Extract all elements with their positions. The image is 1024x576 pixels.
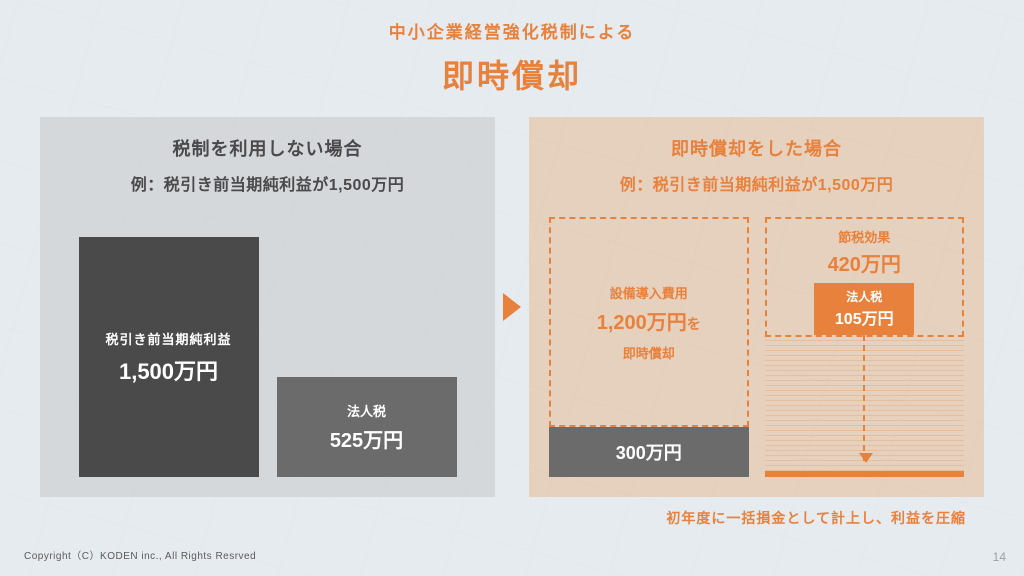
subtitle: 中小企業経営強化税制による xyxy=(0,18,1024,43)
arrow-right-icon xyxy=(503,293,521,321)
left-heading: 税制を利用しない場合 xyxy=(60,135,475,161)
tax-value: 105万円 xyxy=(824,305,904,329)
panel-without-tax: 税制を利用しない場合 例：税引き前当期純利益が1,500万円 税引き前当期純利益… xyxy=(40,117,495,497)
equipment-box: 設備導入費用 1,200万円を 即時償却 xyxy=(549,217,749,427)
tax-label: 法人税 xyxy=(824,288,904,305)
right-sub: 例：税引き前当期純利益が1,500万円 xyxy=(549,171,964,195)
savings-value: 420万円 xyxy=(828,248,901,277)
right-heading: 即時償却をした場合 xyxy=(549,135,964,161)
caption: 初年度に一括損金として計上し、利益を圧縮 xyxy=(666,508,966,528)
equip-line3: 即時償却 xyxy=(623,343,675,362)
arrow-down-icon xyxy=(863,335,865,461)
bar-big-label: 税引き前当期純利益 xyxy=(105,329,231,348)
right-area: 設備導入費用 1,200万円を 即時償却 300万円 節税効果 420万円 法人… xyxy=(549,217,964,477)
equip-value: 1,200万円を xyxy=(597,306,701,335)
savings-label: 節税効果 xyxy=(838,227,890,246)
remaining-profit-bar: 300万円 xyxy=(549,427,749,477)
slide-header: 中小企業経営強化税制による 即時償却 xyxy=(0,0,1024,97)
left-sub: 例：税引き前当期純利益が1,500万円 xyxy=(60,171,475,195)
compressed-profit-area xyxy=(765,337,965,477)
tax-box: 法人税 105万円 xyxy=(814,283,914,335)
savings-box: 節税効果 420万円 法人税 105万円 xyxy=(765,217,965,337)
right-left-col: 設備導入費用 1,200万円を 即時償却 300万円 xyxy=(549,217,749,477)
right-right-col: 節税効果 420万円 法人税 105万円 xyxy=(765,217,965,477)
bar-small-label: 法人税 xyxy=(347,401,386,420)
bar-small-value: 525万円 xyxy=(330,424,403,453)
bar-big-value: 1,500万円 xyxy=(119,354,218,386)
copyright: Copyright（C）KODEN inc., All Rights Resrv… xyxy=(24,547,256,562)
title: 即時償却 xyxy=(0,51,1024,97)
comparison-panels: 税制を利用しない場合 例：税引き前当期純利益が1,500万円 税引き前当期純利益… xyxy=(0,97,1024,497)
bar-pretax-profit: 税引き前当期純利益 1,500万円 xyxy=(79,237,259,477)
bar-corporate-tax: 法人税 525万円 xyxy=(277,377,457,477)
page-number: 14 xyxy=(993,550,1006,564)
panel-with-depreciation: 即時償却をした場合 例：税引き前当期純利益が1,500万円 設備導入費用 1,2… xyxy=(529,117,984,497)
arrow-between xyxy=(495,117,529,497)
equip-line1: 設備導入費用 xyxy=(610,283,688,302)
left-bars: 税引き前当期純利益 1,500万円 法人税 525万円 xyxy=(40,217,495,477)
